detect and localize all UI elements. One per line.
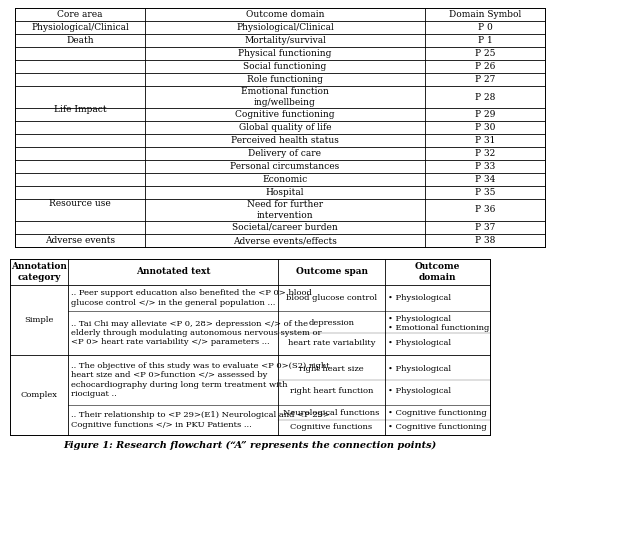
Text: .. Peer support education also benefited the <P 0> blood
glucose control </> in : .. Peer support education also benefited… [71, 289, 312, 307]
Text: • Physiological
• Emotional functioning: • Physiological • Emotional functioning [388, 315, 490, 332]
Text: Life Impact: Life Impact [54, 106, 106, 114]
Text: Neurological functions: Neurological functions [284, 410, 380, 418]
Text: right heart size: right heart size [299, 365, 364, 373]
Text: Figure 1: Research flowchart (“A” represents the connection points): Figure 1: Research flowchart (“A” repres… [63, 441, 436, 450]
Text: Annotation
category: Annotation category [11, 262, 67, 282]
Text: • Physiological: • Physiological [388, 294, 451, 302]
Text: Cognitive functions: Cognitive functions [291, 422, 372, 430]
Text: Simple: Simple [24, 316, 54, 324]
Text: Need for further
intervention: Need for further intervention [247, 200, 323, 219]
Text: • Cognitive functioning: • Cognitive functioning [388, 422, 487, 430]
Text: • Physiological: • Physiological [388, 365, 451, 373]
Text: P 27: P 27 [475, 75, 495, 84]
Text: blood glucose control: blood glucose control [286, 294, 377, 302]
Text: Delivery of care: Delivery of care [248, 149, 321, 158]
Text: Resource use: Resource use [49, 199, 111, 208]
Text: P 35: P 35 [475, 188, 495, 197]
Text: Role functioning: Role functioning [247, 75, 323, 84]
Text: Core area: Core area [57, 10, 103, 19]
Text: right heart function: right heart function [290, 387, 373, 395]
Text: P 28: P 28 [475, 92, 495, 101]
Text: P 30: P 30 [475, 123, 495, 132]
Text: Mortality/survival: Mortality/survival [244, 36, 326, 45]
Text: • Cognitive functioning: • Cognitive functioning [388, 410, 487, 418]
Text: Societal/career burden: Societal/career burden [232, 223, 338, 232]
Text: Adverse events/effects: Adverse events/effects [233, 236, 337, 245]
Text: P 31: P 31 [475, 136, 495, 145]
Text: Hospital: Hospital [266, 188, 304, 197]
Text: Domain Symbol: Domain Symbol [449, 10, 521, 19]
Text: Perceived health status: Perceived health status [231, 136, 339, 145]
Bar [15, 8, 545, 247]
Text: Annotated text: Annotated text [136, 268, 211, 277]
Text: P 32: P 32 [475, 149, 495, 158]
Text: P 38: P 38 [475, 236, 495, 245]
Text: Emotional function
ing/wellbeing: Emotional function ing/wellbeing [241, 87, 329, 107]
Text: P 33: P 33 [475, 162, 495, 171]
Text: P 26: P 26 [475, 62, 495, 71]
Text: .. Tai Chi may alleviate <P 0, 28> depression </> of the
elderly through modulat: .. Tai Chi may alleviate <P 0, 28> depre… [71, 320, 321, 346]
Text: Physiological/Clinical: Physiological/Clinical [236, 23, 334, 32]
Text: Outcome span: Outcome span [296, 268, 367, 277]
Text: Outcome
domain: Outcome domain [415, 262, 460, 282]
Text: P 34: P 34 [475, 175, 495, 184]
Text: P 25: P 25 [475, 49, 495, 58]
Text: P 29: P 29 [475, 110, 495, 119]
Text: P 36: P 36 [475, 206, 495, 215]
Text: • Physiological: • Physiological [388, 339, 451, 347]
Text: Cognitive functioning: Cognitive functioning [236, 110, 335, 119]
Text: .. Their relationship to <P 29>(E1) Neurological and <P 29>
Cognitive functions : .. Their relationship to <P 29>(E1) Neur… [71, 411, 330, 429]
Text: Outcome domain: Outcome domain [246, 10, 324, 19]
Text: Personal circumstances: Personal circumstances [230, 162, 340, 171]
Text: Physical functioning: Physical functioning [238, 49, 332, 58]
Text: Social functioning: Social functioning [243, 62, 326, 71]
Text: Physiological/Clinical: Physiological/Clinical [31, 23, 129, 32]
Text: Death: Death [66, 36, 94, 45]
Bar [10, 259, 490, 435]
Text: heart rate variability: heart rate variability [288, 339, 375, 347]
Text: • Physiological: • Physiological [388, 387, 451, 395]
Text: Adverse events: Adverse events [45, 236, 115, 245]
Text: Complex: Complex [20, 391, 58, 399]
Text: depression: depression [308, 319, 355, 327]
Text: P 0: P 0 [477, 23, 492, 32]
Text: Economic: Economic [262, 175, 308, 184]
Text: Global quality of life: Global quality of life [239, 123, 332, 132]
Text: .. The objective of this study was to evaluate <P 0>(S2) right
heart size and <P: .. The objective of this study was to ev… [71, 362, 330, 398]
Text: P 37: P 37 [475, 223, 495, 232]
Text: P 1: P 1 [477, 36, 492, 45]
